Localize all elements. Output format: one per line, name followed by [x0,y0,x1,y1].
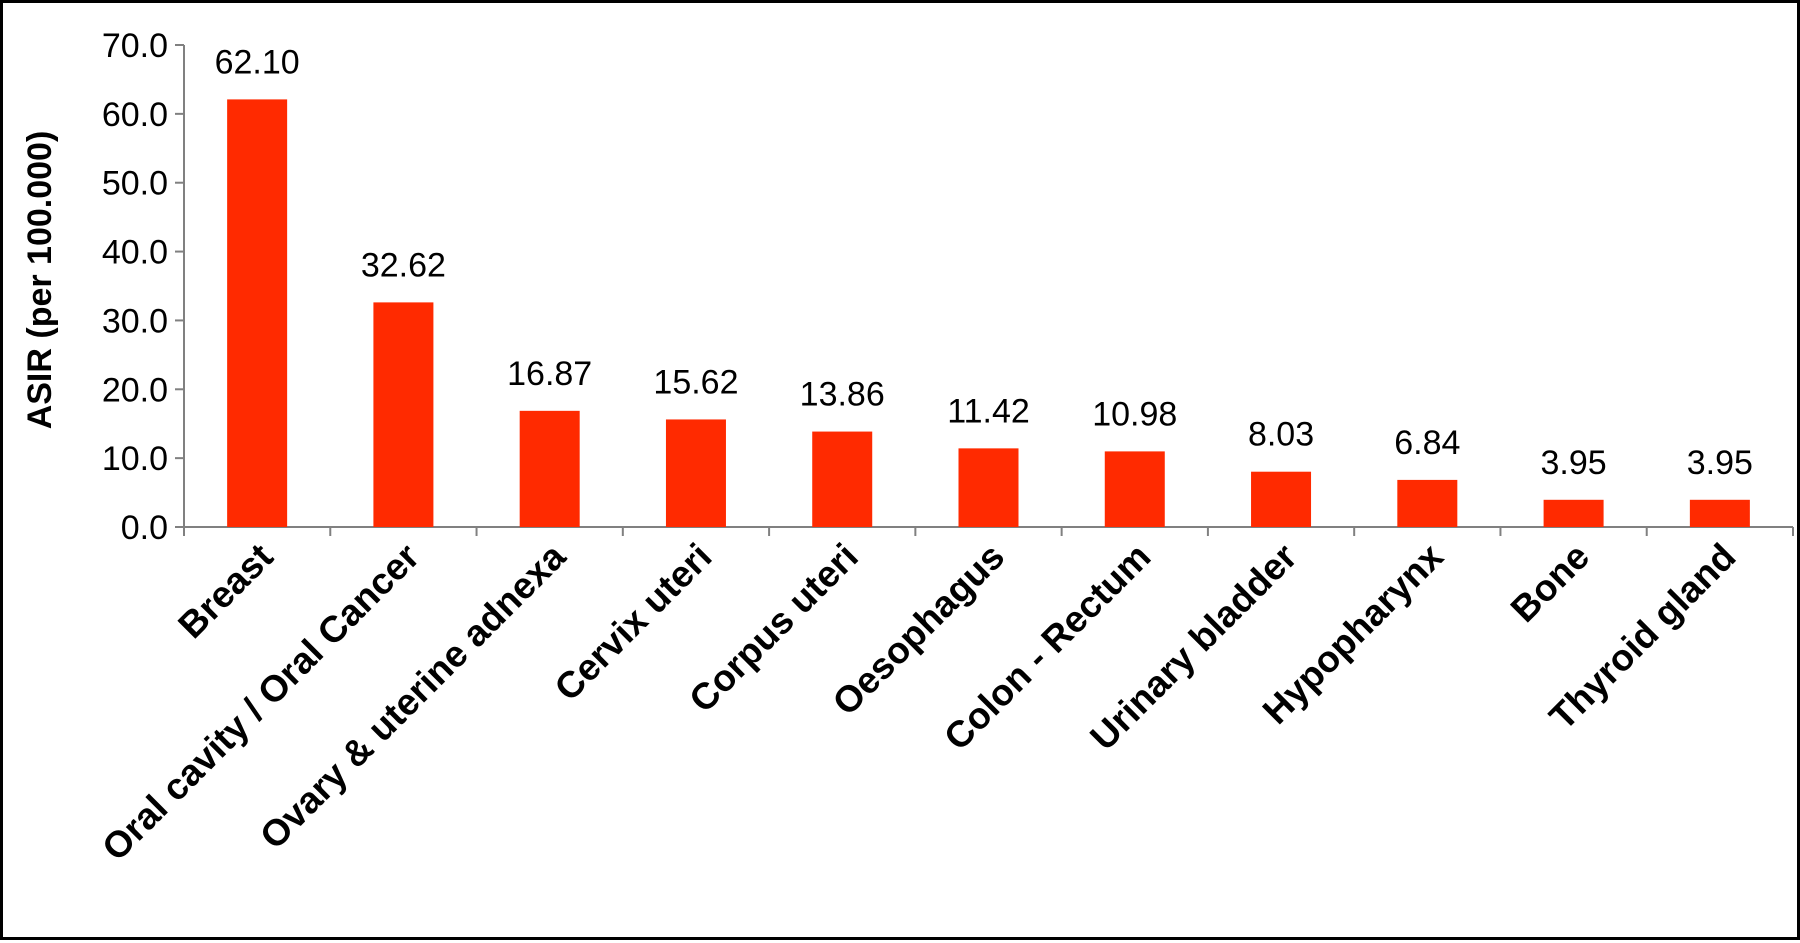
bars-group [227,99,1750,527]
data-label: 15.62 [653,363,738,401]
bar [665,419,726,527]
y-tick-label: 40.0 [102,234,168,272]
bar [373,302,434,527]
category-label: Breast [170,536,280,646]
y-tick-label: 20.0 [102,371,168,409]
data-label: 6.84 [1394,424,1460,462]
bar [519,410,580,527]
data-label: 3.95 [1687,444,1753,482]
data-label: 11.42 [947,392,1030,430]
bar-chart: ASIR (per 100.000) 0.0 10.0 20.0 30.0 40.0 50… [21,27,1794,869]
bar [812,431,873,527]
data-labels-group: 62.10 32.62 16.87 15.62 13.86 11.42 10.98 8.03 6… [215,43,1753,481]
data-label: 3.95 [1540,444,1606,482]
y-tick-label: 60.0 [102,96,168,134]
y-tick-label: 0.0 [121,509,168,547]
data-label: 13.86 [800,376,885,414]
data-label: 10.98 [1092,395,1177,433]
bar [1104,451,1165,527]
category-label: Ovary & uterine adnexa [252,535,574,857]
data-label: 32.62 [361,246,446,284]
y-tick-label: 30.0 [102,302,168,340]
category-label: Bone [1503,536,1597,630]
y-tick-label: 70.0 [102,27,168,65]
bar [1397,479,1458,527]
data-label: 16.87 [507,355,592,393]
x-axis [183,526,1794,536]
bar [958,448,1019,527]
data-label: 8.03 [1248,416,1314,454]
y-axis: 0.0 10.0 20.0 30.0 40.0 50.0 60.0 70.0 [102,27,185,547]
bar [1543,499,1604,527]
y-axis-title: ASIR (per 100.000) [21,131,59,430]
bar [1251,471,1312,527]
y-tick-label: 50.0 [102,165,168,203]
bar [227,99,288,527]
y-tick-label: 10.0 [102,440,168,478]
data-label: 62.10 [215,43,300,81]
bar [1689,499,1750,527]
